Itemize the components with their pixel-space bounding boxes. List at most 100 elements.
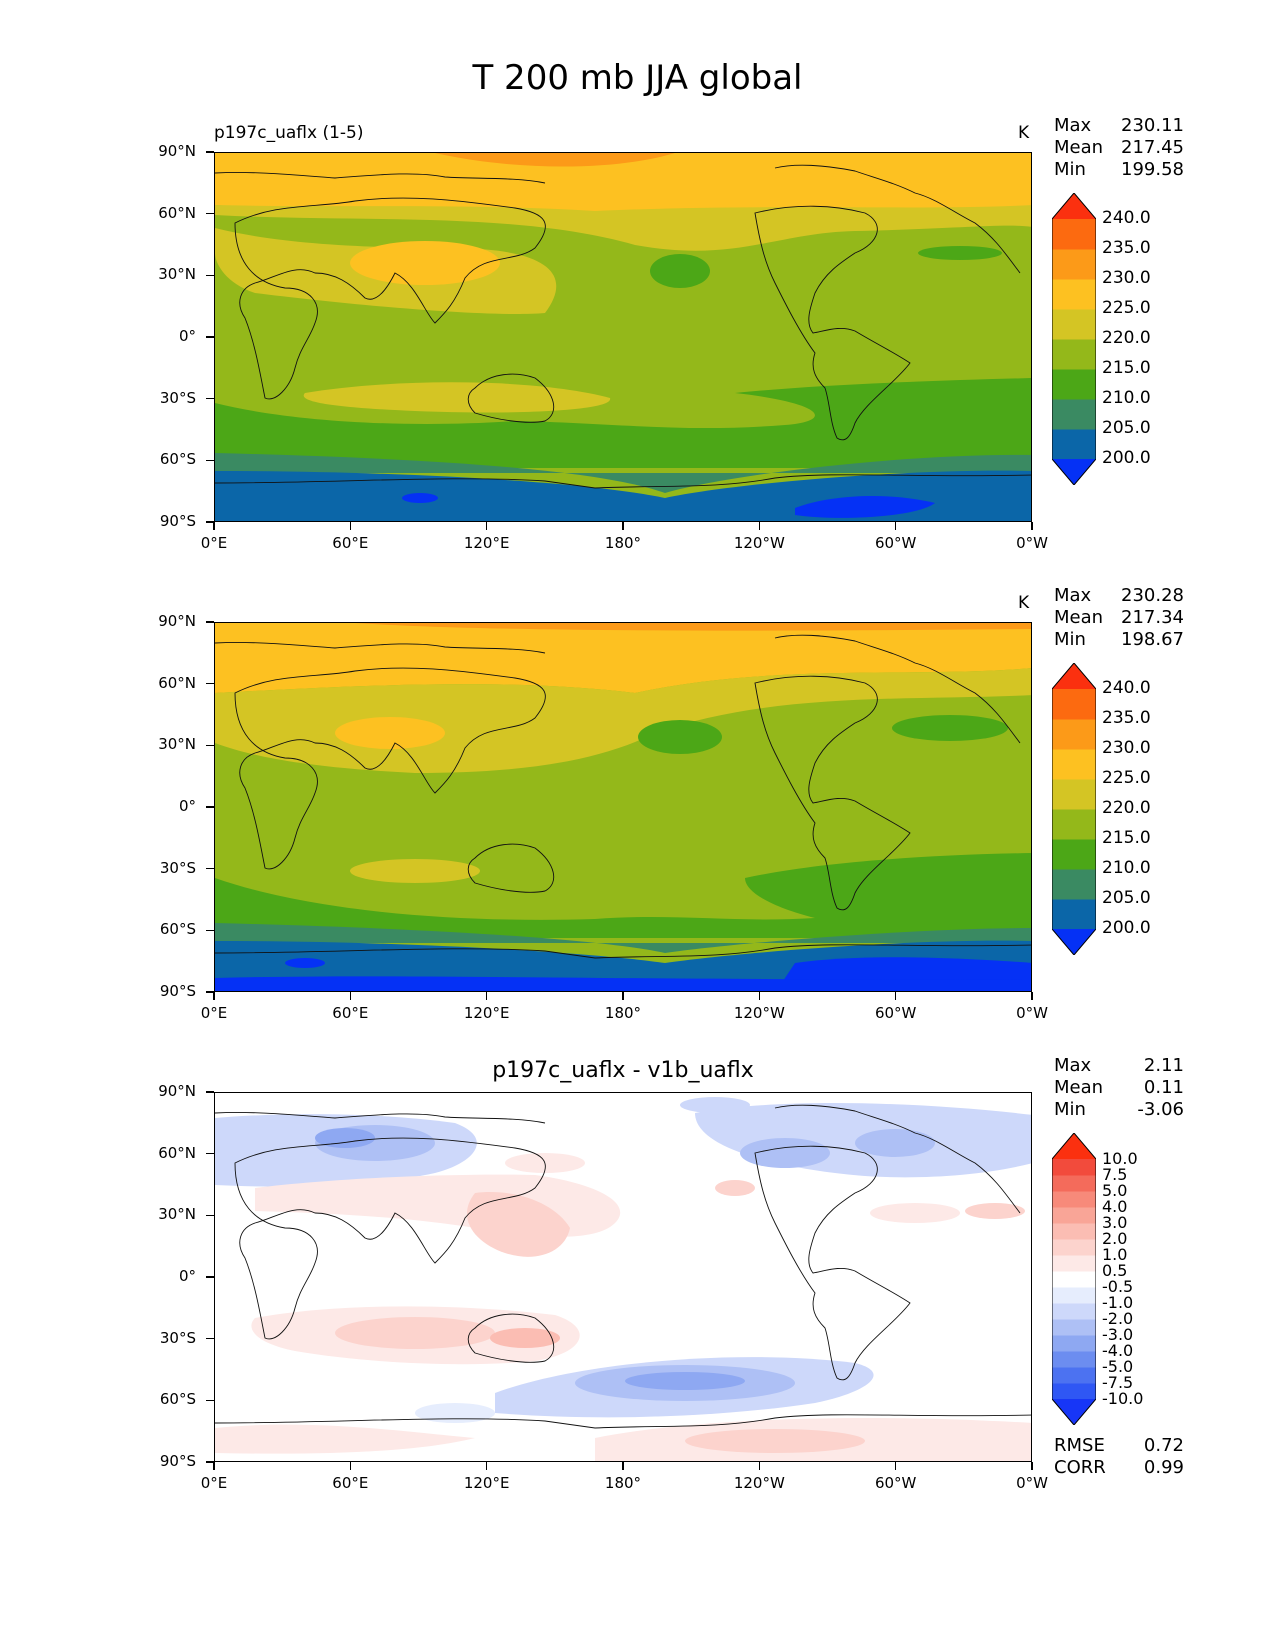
lat-tick-label: 60°N xyxy=(158,1143,196,1162)
stat-label: Max xyxy=(1054,1055,1092,1076)
lon-tick-label: 120°W xyxy=(733,1474,785,1492)
colorbar-label: 240.0 xyxy=(1102,678,1151,698)
lon-tick xyxy=(485,1462,488,1470)
lat-tick xyxy=(206,336,214,338)
lat-tick-label: 30°N xyxy=(158,1205,196,1224)
lat-tick-label: 60°S xyxy=(159,450,196,469)
lat-tick-label: 90°S xyxy=(159,512,196,530)
panel-2-reference: K Max 230.28 Mean 217.34 Min 198 xyxy=(0,470,1275,1022)
stat-label: Min xyxy=(1054,159,1086,180)
stat-mean: Mean 217.34 xyxy=(1054,607,1184,629)
lat-tick xyxy=(206,744,214,747)
lat-tick xyxy=(206,1461,214,1463)
lat-tick xyxy=(206,806,214,808)
colorbar-swatch xyxy=(1052,1367,1096,1384)
colorbar-label: 215.0 xyxy=(1102,358,1151,378)
colorbar-label: 235.0 xyxy=(1102,708,1151,728)
colorbar-swatch xyxy=(1052,1207,1096,1224)
stat-label: Mean xyxy=(1054,1077,1104,1098)
lon-tick-label: 0°W xyxy=(1016,1474,1048,1492)
figure-title: T 200 mb JJA global xyxy=(472,58,803,98)
panel-3-title: p197c_uaflx - v1b_uaflx xyxy=(492,1058,754,1083)
colorbar-label: 10.0 xyxy=(1102,1149,1138,1168)
colorbar-swatch xyxy=(1052,429,1096,460)
lat-tick xyxy=(206,867,214,870)
stat-value: 230.28 xyxy=(1121,585,1184,606)
lat-tick-label: 90°S xyxy=(159,1452,196,1470)
panel-3-map xyxy=(214,1092,1032,1462)
colorbar-swatch xyxy=(1052,369,1096,400)
colorbar-label: 215.0 xyxy=(1102,828,1151,848)
lon-tick xyxy=(622,522,624,530)
panel-2-stats: Max 230.28 Mean 217.34 Min 198.67 xyxy=(1054,585,1184,651)
stat-max: Max 230.28 xyxy=(1054,585,1184,607)
stat-label: Mean xyxy=(1054,607,1104,628)
colorbar-swatch xyxy=(1052,339,1096,370)
panel-1-units: K xyxy=(1018,123,1030,143)
colorbar-label: 225.0 xyxy=(1102,298,1151,318)
lat-tick-label: 0° xyxy=(178,797,196,815)
panel-1-title: p197c_uaflx (1-5) xyxy=(214,123,364,143)
lon-tick xyxy=(349,522,352,530)
lat-tick xyxy=(206,929,214,932)
lat-tick xyxy=(206,521,214,523)
metric-value: 0.99 xyxy=(1143,1457,1184,1478)
colorbar-swatch xyxy=(1052,1319,1096,1336)
colorbar-swatch xyxy=(1052,1255,1096,1272)
stat-min: Min -3.06 xyxy=(1054,1099,1184,1121)
lon-tick-label: 0°E xyxy=(200,1004,228,1022)
panel-1-colorbar xyxy=(1052,193,1096,485)
colorbar-swatch xyxy=(1052,309,1096,340)
lat-tick xyxy=(206,1337,214,1340)
lat-tick xyxy=(206,991,214,993)
colorbar-label: -5.0 xyxy=(1102,1357,1134,1376)
panel-1-stats: Max 230.11 Mean 217.45 Min 199.58 xyxy=(1054,115,1184,181)
colorbar-label: 230.0 xyxy=(1102,738,1151,758)
colorbar-swatch xyxy=(1052,869,1096,900)
colorbar-swatch xyxy=(1052,779,1096,810)
colorbar-swatch xyxy=(1052,1175,1096,1192)
lat-tick xyxy=(206,1399,214,1402)
colorbar-label: -2.0 xyxy=(1102,1309,1134,1328)
stat-value: 199.58 xyxy=(1121,159,1184,180)
colorbar-label: 210.0 xyxy=(1102,858,1151,878)
panel-3-metrics: RMSE 0.72 CORR 0.99 xyxy=(1054,1435,1184,1479)
lon-tick xyxy=(622,1462,624,1470)
colorbar-label: 5.0 xyxy=(1102,1181,1128,1200)
metric-corr: CORR 0.99 xyxy=(1054,1457,1184,1479)
lat-tick xyxy=(206,274,214,277)
colorbar-swatch xyxy=(1052,1159,1096,1176)
colorbar-label: 235.0 xyxy=(1102,238,1151,258)
colorbar-label: 0.5 xyxy=(1102,1261,1128,1280)
colorbar-extend-min xyxy=(1052,929,1096,955)
lon-tick-label: 0°E xyxy=(200,1474,228,1492)
lat-tick xyxy=(206,1214,214,1217)
colorbar-swatch xyxy=(1052,249,1096,280)
lon-tick xyxy=(1031,522,1033,530)
metric-label: CORR xyxy=(1054,1457,1106,1478)
colorbar-swatch xyxy=(1052,809,1096,840)
colorbar-label: 220.0 xyxy=(1102,798,1151,818)
lon-tick-label: 120°W xyxy=(733,534,785,552)
lon-tick xyxy=(1031,992,1033,1000)
colorbar-swatch xyxy=(1052,399,1096,430)
colorbar-label: 4.0 xyxy=(1102,1197,1128,1216)
colorbar-swatch xyxy=(1052,899,1096,930)
lon-tick-label: 180° xyxy=(604,1474,642,1492)
lon-tick xyxy=(894,522,897,530)
stat-label: Max xyxy=(1054,585,1092,606)
lat-tick-label: 90°N xyxy=(158,1082,196,1100)
lon-tick xyxy=(213,522,215,530)
lat-tick-label: 0° xyxy=(178,327,196,345)
stat-label: Min xyxy=(1054,629,1086,650)
stat-value: 2.11 xyxy=(1143,1055,1184,1076)
lon-tick xyxy=(1031,1462,1033,1470)
panel-2-map xyxy=(214,622,1032,992)
lon-tick xyxy=(622,992,624,1000)
stat-label: Mean xyxy=(1054,137,1104,158)
lat-tick xyxy=(206,621,214,623)
stat-value: 230.11 xyxy=(1121,115,1184,136)
lat-tick xyxy=(206,151,214,153)
stat-max: Max 230.11 xyxy=(1054,115,1184,137)
panel-2-units: K xyxy=(1018,593,1030,613)
